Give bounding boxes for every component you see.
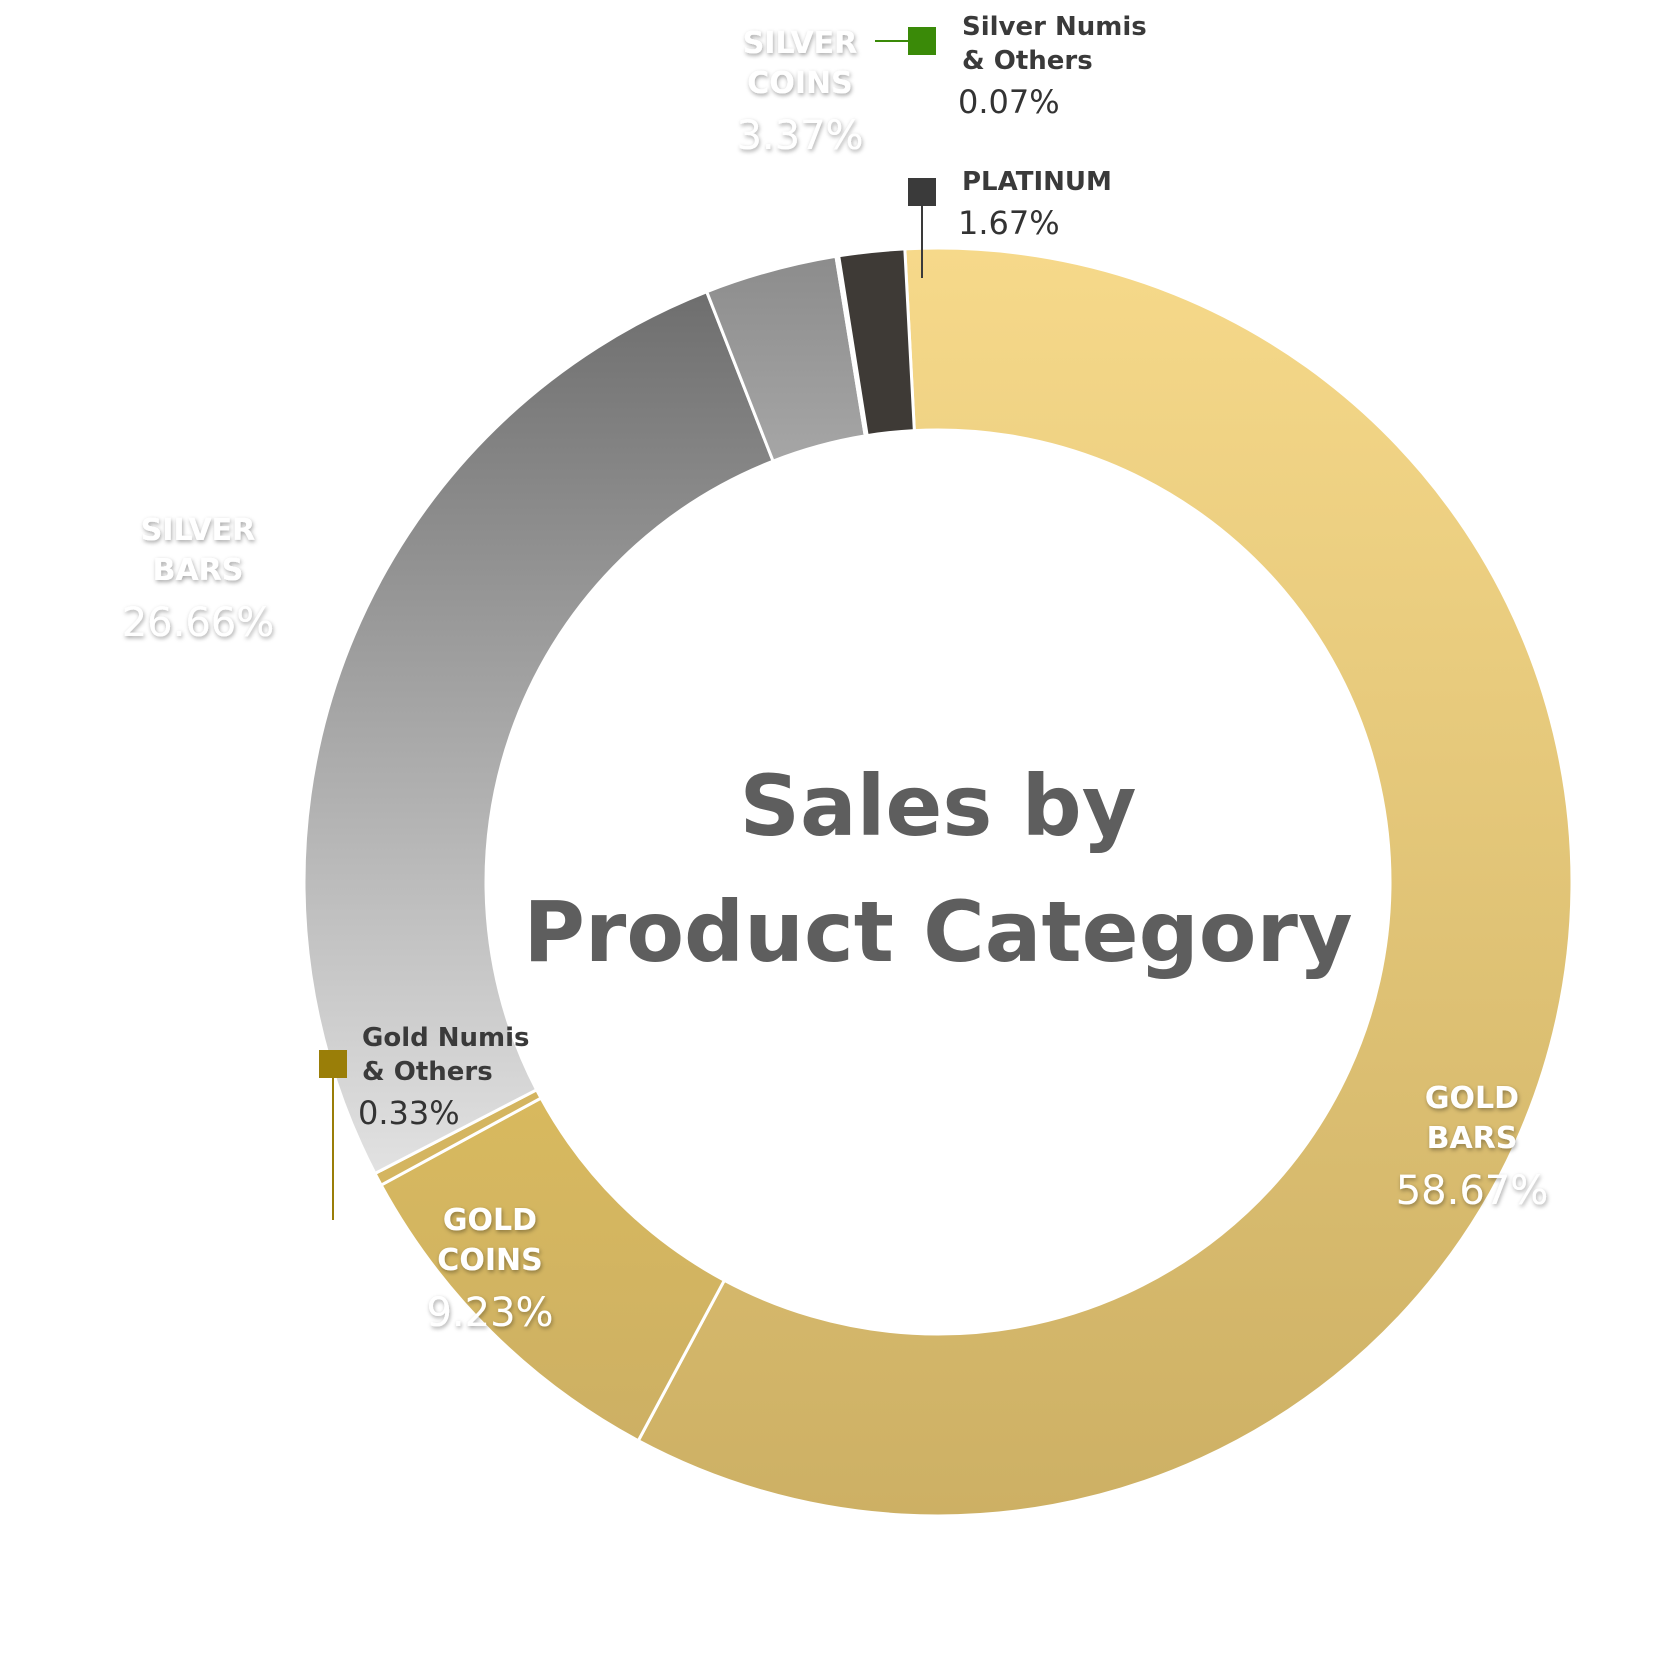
callout-label-gold-numis-line-1: Gold Numis (362, 1023, 530, 1053)
slice-gold-bars (636, 246, 1574, 1518)
label-silver-coins-line-1: SILVER (743, 26, 858, 61)
callout-value-silver-numis: 0.07% (958, 83, 1060, 121)
label-gold-bars-line-1: GOLD (1425, 1081, 1519, 1116)
callout-value-platinum: 1.67% (958, 204, 1060, 242)
label-silver-bars-line-2: BARS (153, 553, 244, 588)
marker-platinum (908, 178, 936, 206)
label-gold-bars-line-2: BARS (1427, 1121, 1518, 1156)
callout-label-silver-numis-line-2: & Others (962, 46, 1093, 76)
callouts: Gold Numis & Others 0.33% Silver Numis & Oth… (319, 12, 1147, 1220)
marker-silver-numis (908, 27, 936, 55)
callout-label-gold-numis-line-2: & Others (362, 1057, 493, 1087)
chart-title-line-1: Sales by (739, 757, 1136, 855)
callout-value-gold-numis: 0.33% (358, 1094, 460, 1132)
callout-label-silver-numis-line-1: Silver Numis (962, 12, 1147, 42)
callout-label-platinum-line-1: PLATINUM (962, 167, 1112, 197)
slice-silver-bars (302, 289, 776, 1176)
label-gold-coins-line-1: GOLD (443, 1203, 537, 1238)
value-gold-bars: 58.67% (1396, 1168, 1549, 1214)
marker-gold-numis (319, 1050, 347, 1078)
value-gold-coins: 9.23% (426, 1290, 553, 1336)
label-silver-coins-line-2: COINS (747, 66, 852, 101)
slice-labels: GOLD BARS 58.67% GOLD COINS 9.23% SILVER BARS 26… (122, 26, 1549, 1336)
slice-platinum (836, 247, 916, 438)
label-silver-bars-line-1: SILVER (141, 513, 256, 548)
label-gold-coins-line-2: COINS (437, 1243, 542, 1278)
chart-title-line-2: Product Category (523, 883, 1352, 981)
value-silver-coins: 3.37% (736, 113, 863, 159)
donut-slices (302, 246, 1574, 1518)
value-silver-bars: 26.66% (122, 600, 275, 646)
